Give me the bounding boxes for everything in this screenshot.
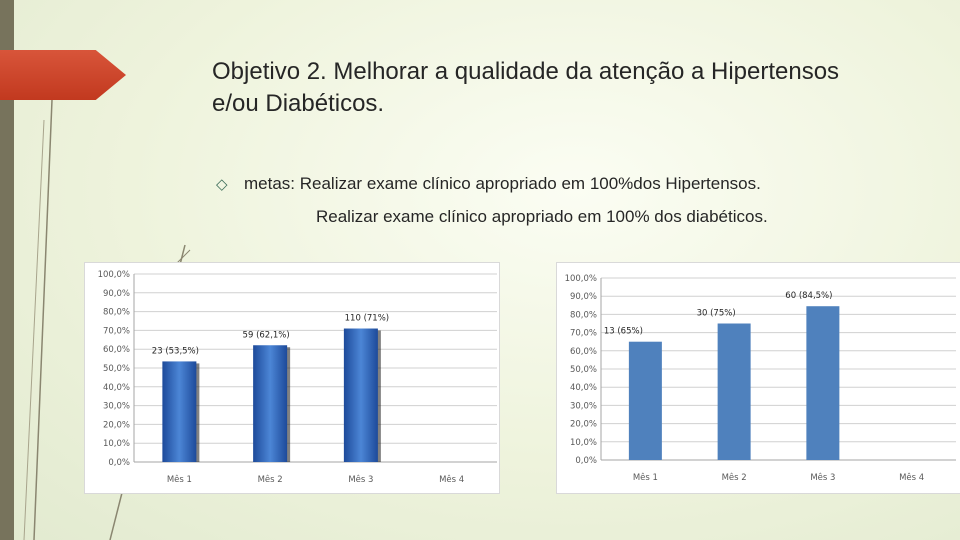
chart-hipertensos: 0,0% 10,0% 20,0% 30,0% 40,0% 50,0% 60,0% 70,0% 8… <box>84 262 500 494</box>
x-category-label: Mês 1 <box>167 474 192 485</box>
y-tick-label: 90,0% <box>103 289 130 299</box>
y-tick-label: 70,0% <box>570 329 597 339</box>
x-category-label: Mês 2 <box>722 472 747 483</box>
bar <box>162 361 197 462</box>
y-tick-label: 20,0% <box>103 420 130 430</box>
bullet-item: ◇ metas: Realizar exame clínico apropriad… <box>216 174 761 194</box>
x-category-label: Mês 1 <box>633 472 658 483</box>
chart-diabeticos-svg: 0,0% 10,0% 20,0% 30,0% 40,0% 50,0% 60,0% 70,0% 8… <box>565 274 956 483</box>
y-tick-label: 30,0% <box>103 402 130 412</box>
y-tick-label: 0,0% <box>575 456 597 466</box>
slide-title: Objetivo 2. Melhorar a qualidade da aten… <box>212 58 840 117</box>
y-tick-label: 40,0% <box>103 383 130 393</box>
y-tick-label: 0,0% <box>108 458 130 468</box>
bar-data-label: 60 (84,5%) <box>785 291 832 301</box>
bullet-text: metas: Realizar exame clínico apropriado… <box>244 174 761 193</box>
x-category-label: Mês 2 <box>258 474 283 485</box>
bar <box>717 323 751 460</box>
y-tick-label: 80,0% <box>103 308 130 318</box>
diamond-outline-icon: ◇ <box>216 176 228 193</box>
bar <box>628 341 662 460</box>
x-category-label: Mês 4 <box>439 474 464 485</box>
bar-data-label: 110 (71%) <box>345 314 389 324</box>
bar <box>806 306 840 460</box>
y-tick-label: 100,0% <box>565 274 597 284</box>
chart-hipertensos-svg: 0,0% 10,0% 20,0% 30,0% 40,0% 50,0% 60,0% 70,0% 8… <box>98 270 497 485</box>
bar <box>343 328 378 462</box>
bar-data-label: 59 (62,1%) <box>243 330 290 340</box>
y-tick-label: 70,0% <box>103 326 130 336</box>
y-tick-label: 30,0% <box>570 401 597 411</box>
accent-arrow-shape <box>0 50 126 100</box>
bar-data-label: 13 (65%) <box>604 327 643 337</box>
y-tick-label: 50,0% <box>103 364 130 374</box>
bar-data-label: 23 (53,5%) <box>152 346 199 356</box>
y-tick-label: 20,0% <box>570 420 597 430</box>
y-tick-label: 10,0% <box>570 438 597 448</box>
x-category-label: Mês 3 <box>810 472 835 483</box>
x-category-label: Mês 4 <box>899 472 924 483</box>
y-tick-label: 60,0% <box>103 345 130 355</box>
bar-data-label: 30 (75%) <box>697 309 736 319</box>
y-tick-label: 100,0% <box>98 270 130 280</box>
slide-side-bar <box>0 0 14 540</box>
y-tick-label: 60,0% <box>570 347 597 357</box>
y-tick-label: 10,0% <box>103 439 130 449</box>
bar <box>253 345 288 462</box>
y-tick-label: 80,0% <box>570 310 597 320</box>
bullet-continuation: Realizar exame clínico apropriado em 100… <box>316 207 768 226</box>
y-tick-label: 50,0% <box>570 365 597 375</box>
y-tick-label: 90,0% <box>570 292 597 302</box>
y-tick-label: 40,0% <box>570 383 597 393</box>
x-category-label: Mês 3 <box>348 474 373 485</box>
chart-diabeticos: 0,0% 10,0% 20,0% 30,0% 40,0% 50,0% 60,0% 70,0% 8… <box>556 262 960 494</box>
